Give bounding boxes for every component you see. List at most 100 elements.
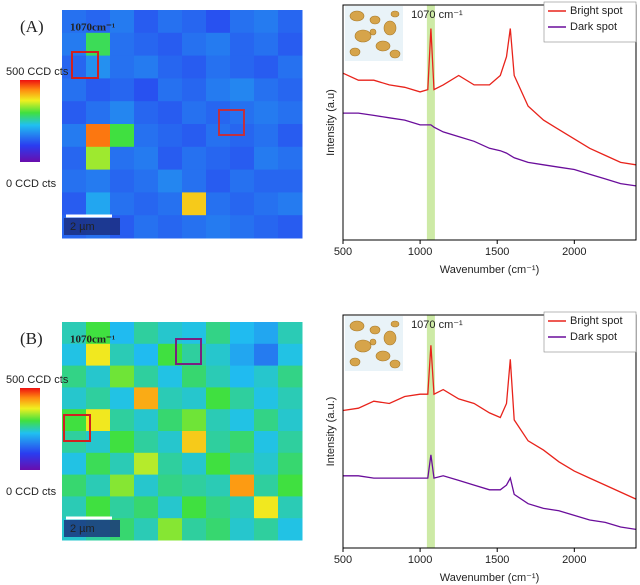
heatmap-cell	[182, 322, 207, 345]
heatmap-cell	[254, 55, 279, 79]
heatmap-cell	[182, 518, 207, 541]
heatmap-cell	[110, 169, 135, 193]
x-tick-label: 1000	[408, 246, 432, 258]
heatmap-cell	[62, 409, 87, 432]
heatmap-cell	[182, 452, 207, 476]
scale-bar-label: 2 µm	[70, 523, 95, 535]
x-tick-label: 1500	[485, 554, 509, 566]
heatmap-cell	[110, 322, 135, 345]
heatmap-cell	[182, 101, 207, 125]
heatmap-cell	[134, 322, 159, 345]
heatmap-cell	[206, 169, 231, 193]
heatmap-cell	[62, 474, 87, 497]
spectrum-line	[342, 345, 637, 500]
legend-label: Dark spot	[570, 21, 617, 33]
heatmap-cell	[86, 10, 111, 34]
heatmap-cell	[158, 124, 183, 148]
heatmap-cell	[206, 10, 231, 34]
heatmap-cell	[230, 343, 255, 367]
heatmap-cell	[254, 518, 279, 541]
heatmap-cell	[110, 10, 135, 34]
inset-particle	[349, 320, 365, 332]
heatmap-cell	[86, 32, 111, 57]
heatmap-cell	[278, 496, 303, 519]
heatmap-cell	[134, 365, 159, 388]
heatmap-cell	[134, 32, 159, 57]
heatmap-cell	[158, 518, 183, 541]
scale-bar-bg	[64, 218, 120, 235]
heatmap-cell	[134, 343, 159, 367]
heatmap-cell	[230, 496, 255, 519]
inset-particle	[349, 357, 361, 367]
heatmap-cell	[254, 431, 279, 454]
heatmap-cell	[254, 215, 279, 239]
heatmap-cell	[110, 343, 135, 367]
heatmap-cell	[278, 101, 303, 125]
heatmap-cell	[158, 146, 183, 171]
y-axis-label: Intensity (a.u)	[325, 89, 337, 156]
heatmap-cell	[254, 343, 279, 367]
heatmap-cell	[278, 78, 303, 102]
heatmap-cell	[158, 322, 183, 345]
heatmap-cell	[134, 474, 159, 497]
heatmap-cell	[110, 409, 135, 432]
heatmap-cell	[254, 169, 279, 193]
heatmap-cell	[86, 365, 111, 388]
inset-particle	[349, 47, 361, 57]
x-tick-label: 2000	[562, 246, 586, 258]
heatmap-cell	[134, 452, 159, 476]
heatmap-cell	[206, 146, 231, 171]
heatmap-cell	[86, 101, 111, 125]
plot-frame	[342, 314, 637, 549]
scale-bar-label: 2 µm	[70, 221, 95, 233]
heatmap-cell	[86, 496, 111, 519]
heatmap-cell	[206, 192, 231, 216]
heatmap-cell	[230, 365, 255, 388]
inset-particle	[375, 350, 391, 362]
inset-particle	[389, 359, 401, 369]
heatmap-cell	[182, 365, 207, 388]
colorbar	[20, 388, 40, 470]
heatmap-cell	[158, 496, 183, 519]
heatmap-cell	[86, 474, 111, 497]
x-tick-label: 1500	[485, 246, 509, 258]
heatmap-cell	[134, 124, 159, 148]
heatmap-cell	[278, 474, 303, 497]
heatmap-cell	[110, 496, 135, 519]
heatmap-cell	[230, 518, 255, 541]
heatmap-cell	[278, 365, 303, 388]
heatmap-cell	[254, 32, 279, 57]
heatmap-cell	[110, 101, 135, 125]
inset-particle	[383, 20, 397, 36]
heatmap-cell	[110, 32, 135, 57]
legend-label: Bright spot	[570, 315, 623, 327]
heatmap-cell	[254, 101, 279, 125]
heatmap-cell	[86, 409, 111, 432]
heatmap-cell	[182, 192, 207, 216]
heatmap-cell	[86, 192, 111, 216]
heatmap-cell	[86, 78, 111, 102]
heatmap-cell	[182, 215, 207, 239]
heatmap-cell	[86, 343, 111, 367]
legend-label: Dark spot	[570, 331, 617, 343]
heatmap-cell	[110, 452, 135, 476]
heatmap-cell	[278, 169, 303, 193]
heatmap-cell	[158, 215, 183, 239]
heatmap-cell	[158, 431, 183, 454]
inset-particle	[369, 325, 381, 335]
heatmap-cell	[62, 496, 87, 519]
heatmap-cell	[254, 124, 279, 148]
heatmap-cell	[110, 146, 135, 171]
heatmap-cell	[230, 32, 255, 57]
spectrum-line	[343, 112, 637, 187]
heatmap-cell	[254, 10, 279, 34]
heatmap-cell	[134, 409, 159, 432]
inset-particle	[390, 10, 400, 18]
heatmap-cell	[206, 409, 231, 432]
heatmap-cell	[278, 32, 303, 57]
heatmap-cell	[62, 192, 87, 216]
heatmap-cell	[110, 474, 135, 497]
map-annotation: 1070cm⁻¹	[70, 334, 115, 346]
heatmap-cell	[182, 124, 207, 148]
band-label: 1070 cm⁻¹	[411, 9, 463, 21]
